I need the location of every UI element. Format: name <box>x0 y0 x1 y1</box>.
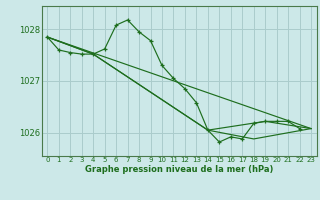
X-axis label: Graphe pression niveau de la mer (hPa): Graphe pression niveau de la mer (hPa) <box>85 165 273 174</box>
